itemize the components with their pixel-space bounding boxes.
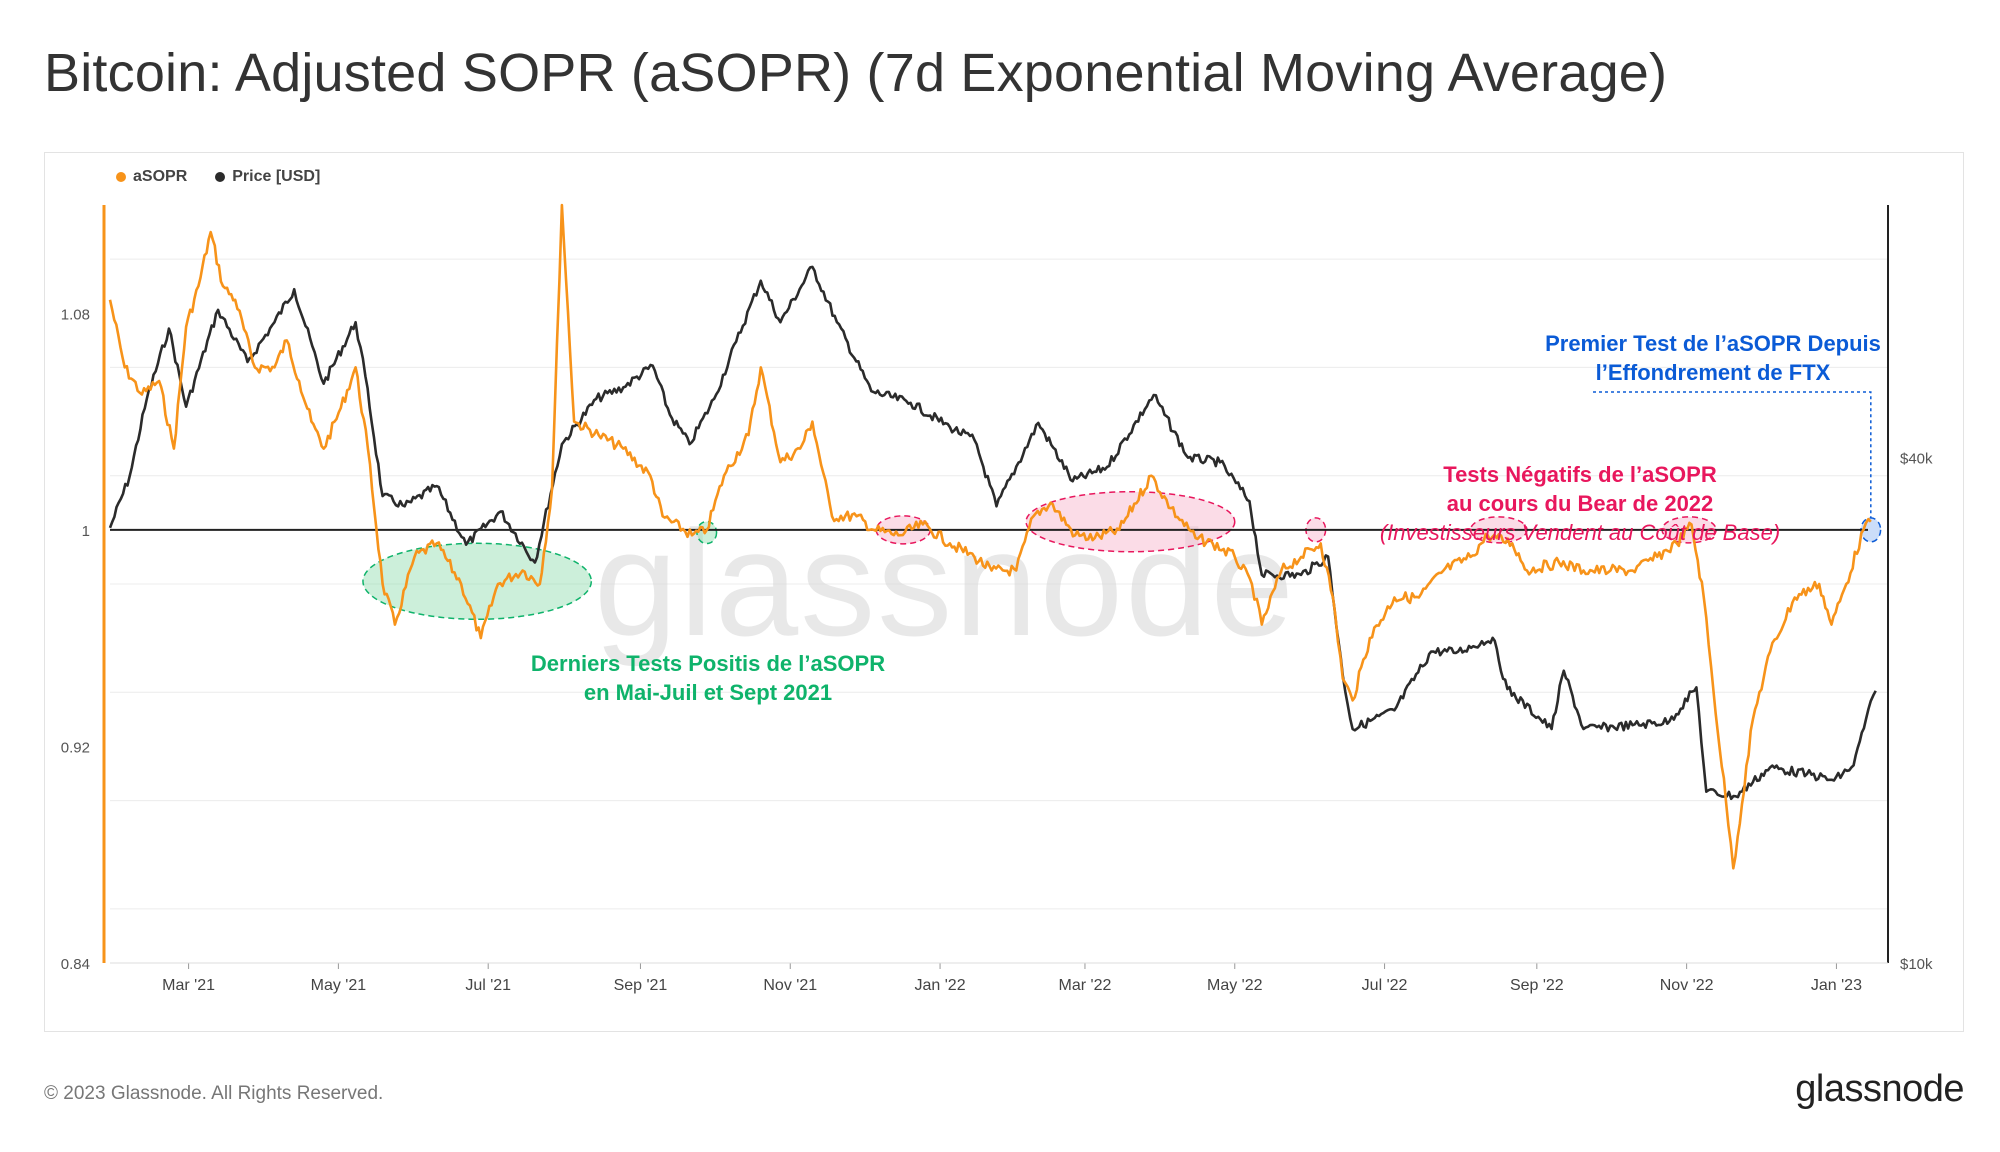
annotation-ftx-line2: l’Effondrement de FTX xyxy=(1596,360,1831,385)
legend-item-asopr[interactable]: aSOPR xyxy=(116,168,187,186)
glassnode-logo[interactable]: glassnode xyxy=(1795,1068,1964,1110)
annotation-negative-line1: Tests Négatifs de l’aSOPR xyxy=(1443,462,1717,487)
legend-label-price: Price [USD] xyxy=(232,168,321,185)
x-tick-label: Jul '22 xyxy=(1362,977,1408,994)
legend-dot-asopr xyxy=(116,172,126,182)
annotation-negative-line3: (Investisseurs Vendent au Coût de Base) xyxy=(1380,520,1780,545)
y-right-tick-label: $40k xyxy=(1900,451,1933,468)
chart-panel xyxy=(44,152,1964,1032)
chart-title: Bitcoin: Adjusted SOPR (aSOPR) (7d Expon… xyxy=(44,43,1668,103)
x-tick-label: May '21 xyxy=(311,977,367,994)
legend-label-asopr: aSOPR xyxy=(133,168,188,185)
x-tick-label: Sep '22 xyxy=(1510,977,1564,994)
annotation-positive-line1: Derniers Tests Positis de l’aSOPR xyxy=(531,651,885,676)
highlight-negative-q1-22 xyxy=(1025,490,1236,553)
y-left-tick-label: 1.08 xyxy=(61,306,90,323)
copyright: © 2023 Glassnode. All Rights Reserved. xyxy=(44,1083,384,1104)
legend: aSOPR Price [USD] xyxy=(116,168,320,186)
annotation-ftx-line1: Premier Test de l’aSOPR Depuis xyxy=(1545,331,1881,356)
x-tick-label: May '22 xyxy=(1207,977,1263,994)
annotation-positive-line2: en Mai-Juil et Sept 2021 xyxy=(584,680,832,705)
y-left-tick-label: 0.84 xyxy=(61,956,90,973)
legend-dot-price xyxy=(215,172,226,182)
legend-item-price[interactable]: Price [USD] xyxy=(215,168,320,186)
x-tick-label: Nov '22 xyxy=(1660,977,1714,994)
x-tick-label: Mar '22 xyxy=(1059,977,1112,994)
x-tick-label: Mar '21 xyxy=(162,977,215,994)
highlight-positive-sept xyxy=(696,520,718,545)
x-tick-label: Jul '21 xyxy=(465,977,511,994)
y-left-tick-label: 0.92 xyxy=(61,739,90,756)
annotation-negative-line2: au cours du Bear de 2022 xyxy=(1447,491,1714,516)
series-line-asopr xyxy=(108,203,1872,870)
series-line-price xyxy=(108,265,1877,801)
y-left-tick-label: 1 xyxy=(82,523,90,540)
x-tick-label: Sep '21 xyxy=(614,977,668,994)
y-right-tick-label: $10k xyxy=(1900,956,1933,973)
annotation-ftx-leader xyxy=(1593,391,1872,518)
x-tick-label: Jan '22 xyxy=(915,977,966,994)
x-tick-label: Nov '21 xyxy=(763,977,817,994)
highlight-positive-2021 xyxy=(362,542,593,621)
x-tick-label: Jan '23 xyxy=(1811,977,1862,994)
